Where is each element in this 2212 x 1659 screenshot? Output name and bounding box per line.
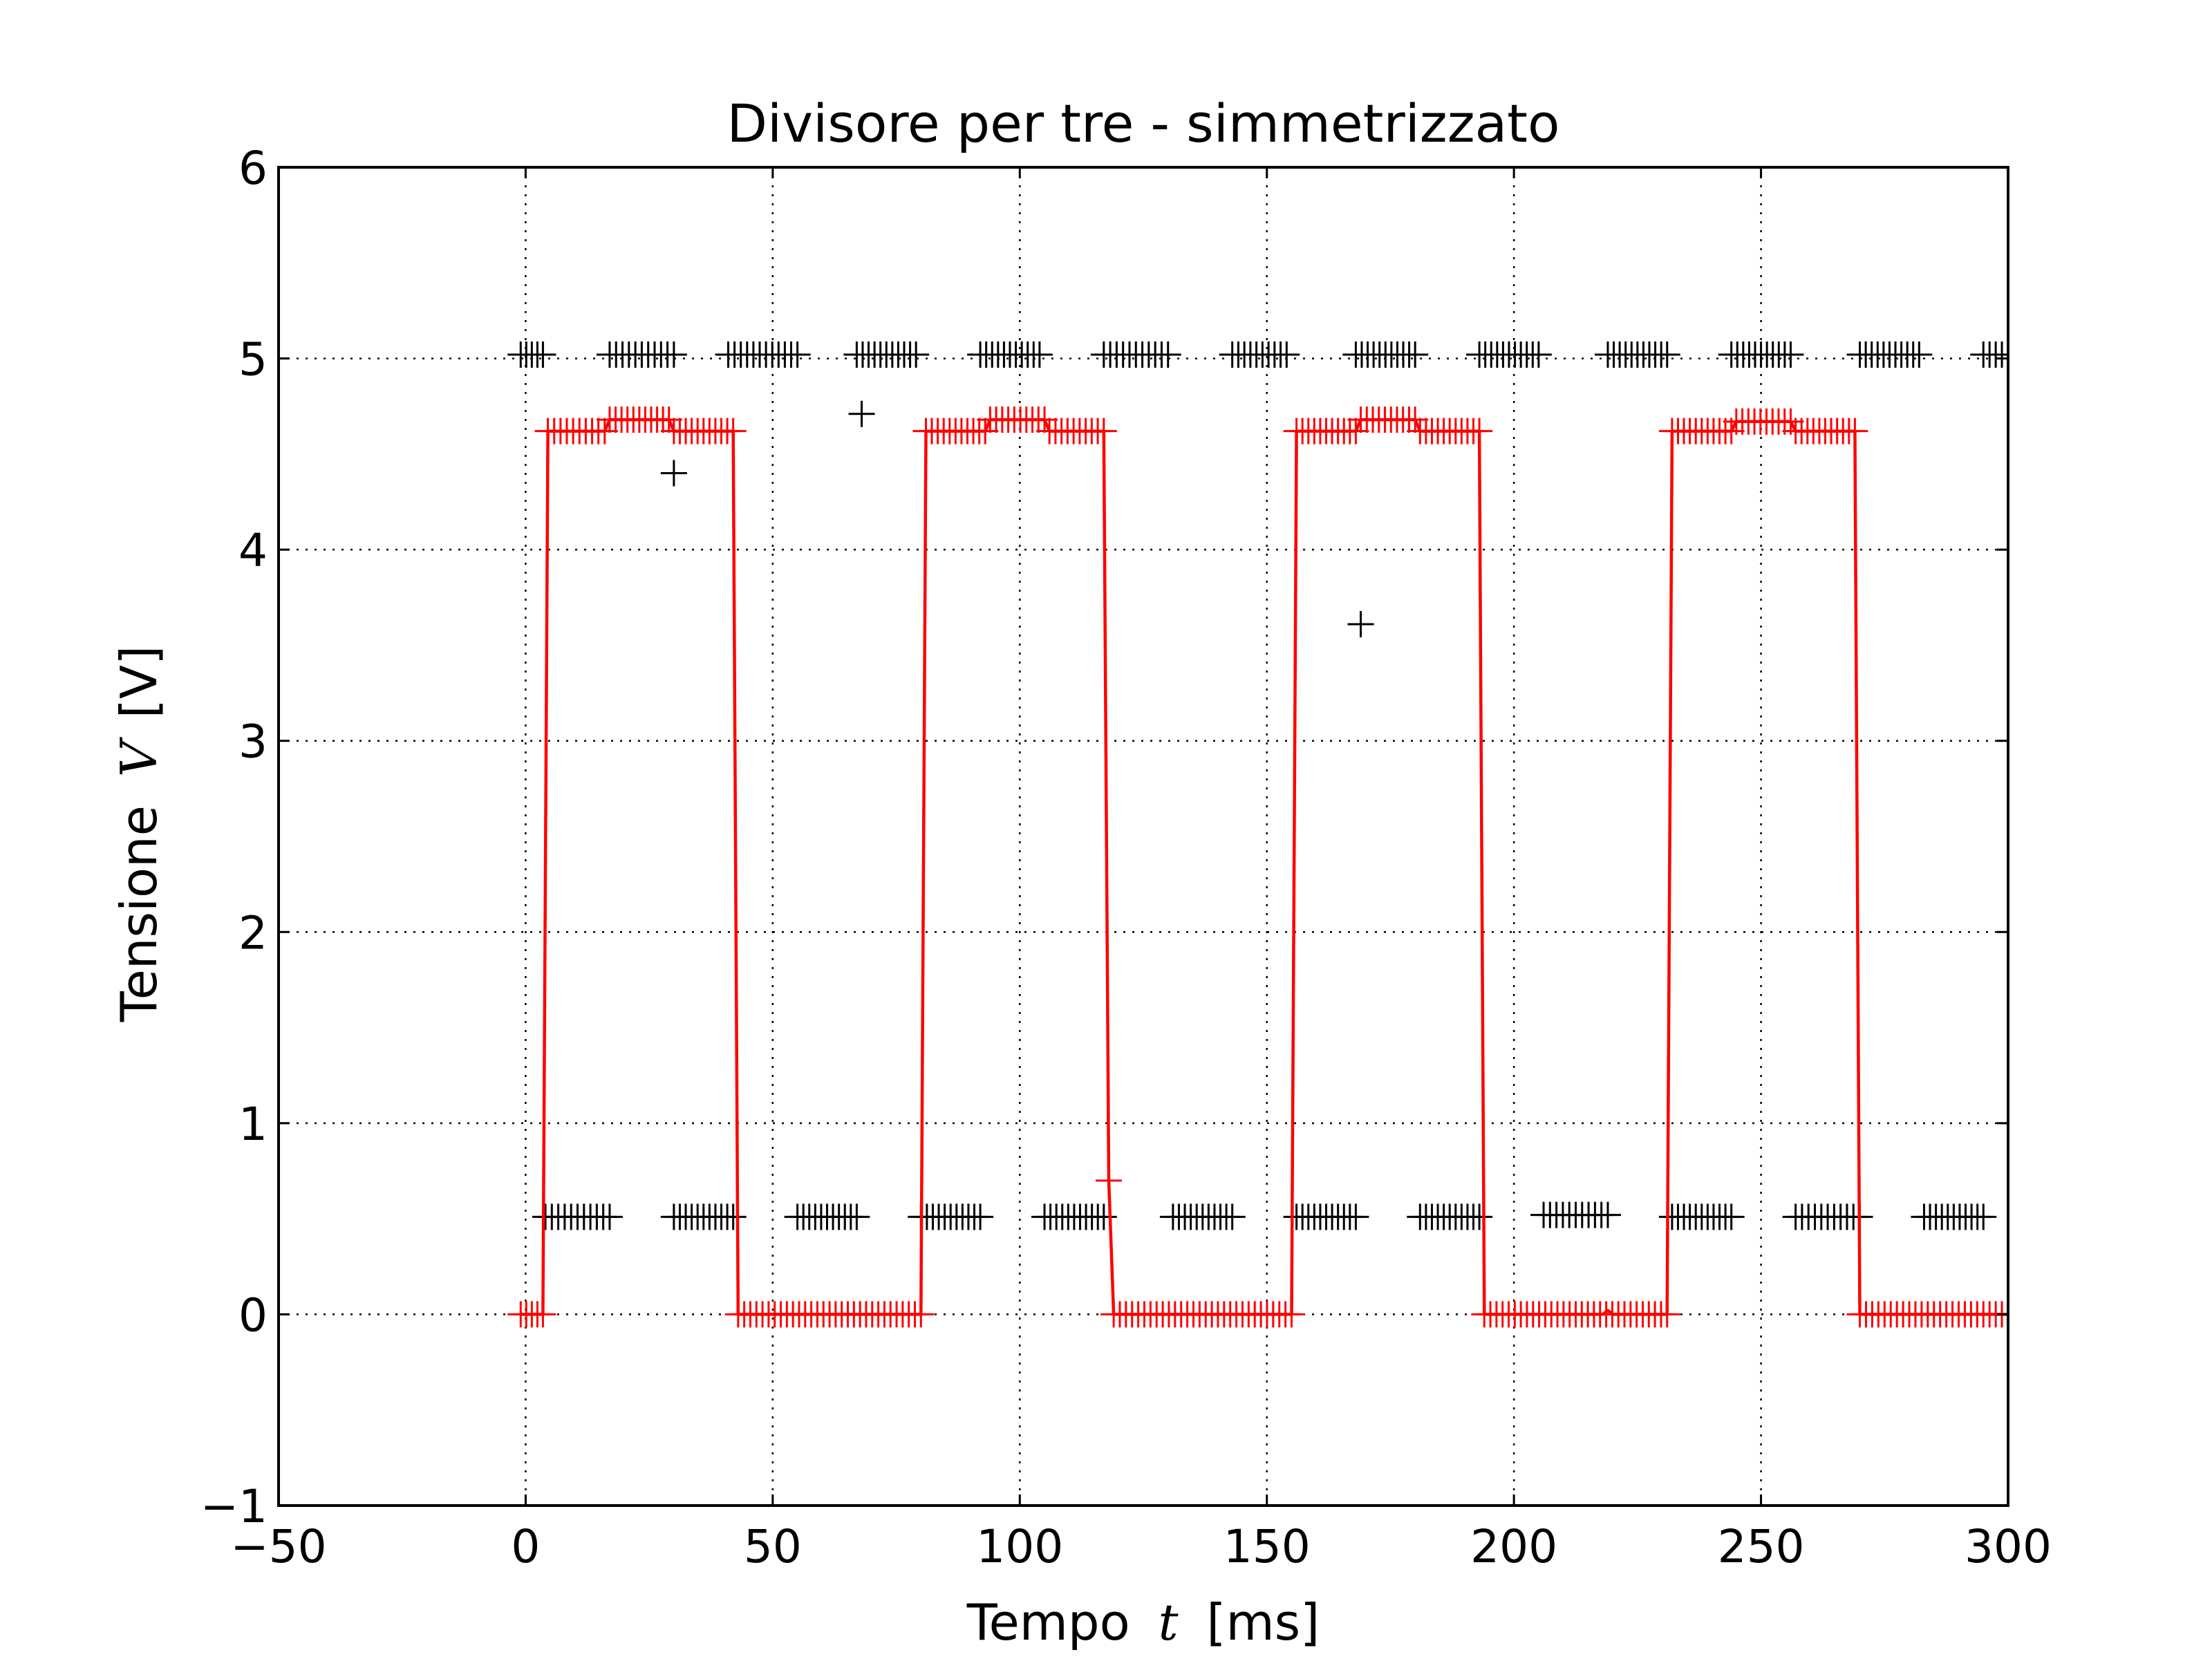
data-point — [1466, 1203, 1493, 1230]
data-point — [784, 341, 811, 368]
series-0 — [507, 341, 2008, 1230]
data-point — [1026, 341, 1053, 368]
data-point — [720, 418, 747, 444]
data-point — [967, 1203, 994, 1230]
data-point — [848, 400, 875, 427]
data-point — [596, 1203, 623, 1230]
x-tick-label: 0 — [511, 1520, 540, 1573]
y-axis-label-var: V — [110, 736, 168, 777]
data-point — [1402, 406, 1429, 433]
x-tick-label: 200 — [1470, 1520, 1557, 1573]
data-point — [529, 1301, 556, 1328]
data-point — [591, 418, 618, 444]
x-tick-label: −50 — [230, 1520, 326, 1573]
data-point — [655, 406, 682, 433]
tick-labels: −50 0 50 100 150 200 250 300 −1 0 1 2 3 4 5 6 — [200, 142, 2052, 1573]
data-point — [1031, 406, 1058, 433]
data-point — [1594, 1201, 1621, 1228]
data-point — [660, 341, 687, 368]
data-point — [908, 1301, 935, 1328]
data-point — [1653, 341, 1680, 368]
data-point — [1347, 611, 1374, 638]
data-point — [1777, 341, 1804, 368]
ticks — [277, 166, 2009, 1507]
x-axis-label: Tempo t [ms] — [966, 1593, 1320, 1651]
y-tick-label: 6 — [238, 142, 268, 195]
data-point — [1342, 1203, 1369, 1230]
y-axis-label-unit: [V] — [110, 646, 168, 718]
data-point — [972, 418, 999, 444]
y-tick-label: 5 — [238, 333, 268, 386]
series-layer — [507, 341, 2008, 1328]
x-tick-label: 100 — [976, 1520, 1063, 1573]
x-axis-label-unit: [ms] — [1206, 1593, 1320, 1651]
y-tick-label: 3 — [238, 715, 268, 769]
x-tick-label: 150 — [1224, 1520, 1311, 1573]
data-point — [1718, 1203, 1745, 1230]
data-point — [1970, 1203, 1997, 1230]
chart-title: Divisore per tre - simmetrizzato — [727, 93, 1560, 154]
data-point — [1278, 1301, 1305, 1328]
y-tick-label: −1 — [200, 1480, 268, 1533]
data-point — [1402, 341, 1429, 368]
data-point — [720, 1203, 747, 1230]
data-point — [1219, 1203, 1246, 1230]
y-axis-label-text: Tensione — [110, 805, 168, 1022]
data-point — [1273, 341, 1300, 368]
data-point — [903, 341, 930, 368]
y-tick-label: 4 — [238, 524, 268, 577]
x-axis-label-text: Tempo — [966, 1593, 1130, 1651]
data-point — [1653, 1301, 1680, 1328]
data-point — [529, 341, 556, 368]
plot-frame — [277, 166, 2009, 1507]
data-point — [1525, 341, 1552, 368]
series-1 — [507, 406, 2008, 1328]
data-point — [1154, 341, 1181, 368]
x-tick-label: 50 — [744, 1520, 802, 1573]
y-tick-label: 2 — [238, 906, 268, 959]
data-point — [1906, 341, 1933, 368]
y-tick-label: 0 — [238, 1288, 268, 1342]
data-point — [1095, 1167, 1122, 1194]
data-point — [1090, 1203, 1117, 1230]
data-point — [660, 460, 687, 487]
data-point — [843, 1203, 870, 1230]
y-axis-label: Tensione V [V] — [110, 646, 168, 1022]
x-axis-label-var: t — [1159, 1593, 1179, 1651]
data-point — [1090, 418, 1117, 444]
data-point — [1466, 418, 1493, 444]
data-point — [1841, 418, 1868, 444]
x-tick-label: 300 — [1965, 1520, 2052, 1573]
data-point — [1995, 341, 2008, 368]
x-tick-label: 250 — [1718, 1520, 1805, 1573]
data-point — [1342, 418, 1369, 444]
y-tick-label: 1 — [238, 1098, 268, 1151]
